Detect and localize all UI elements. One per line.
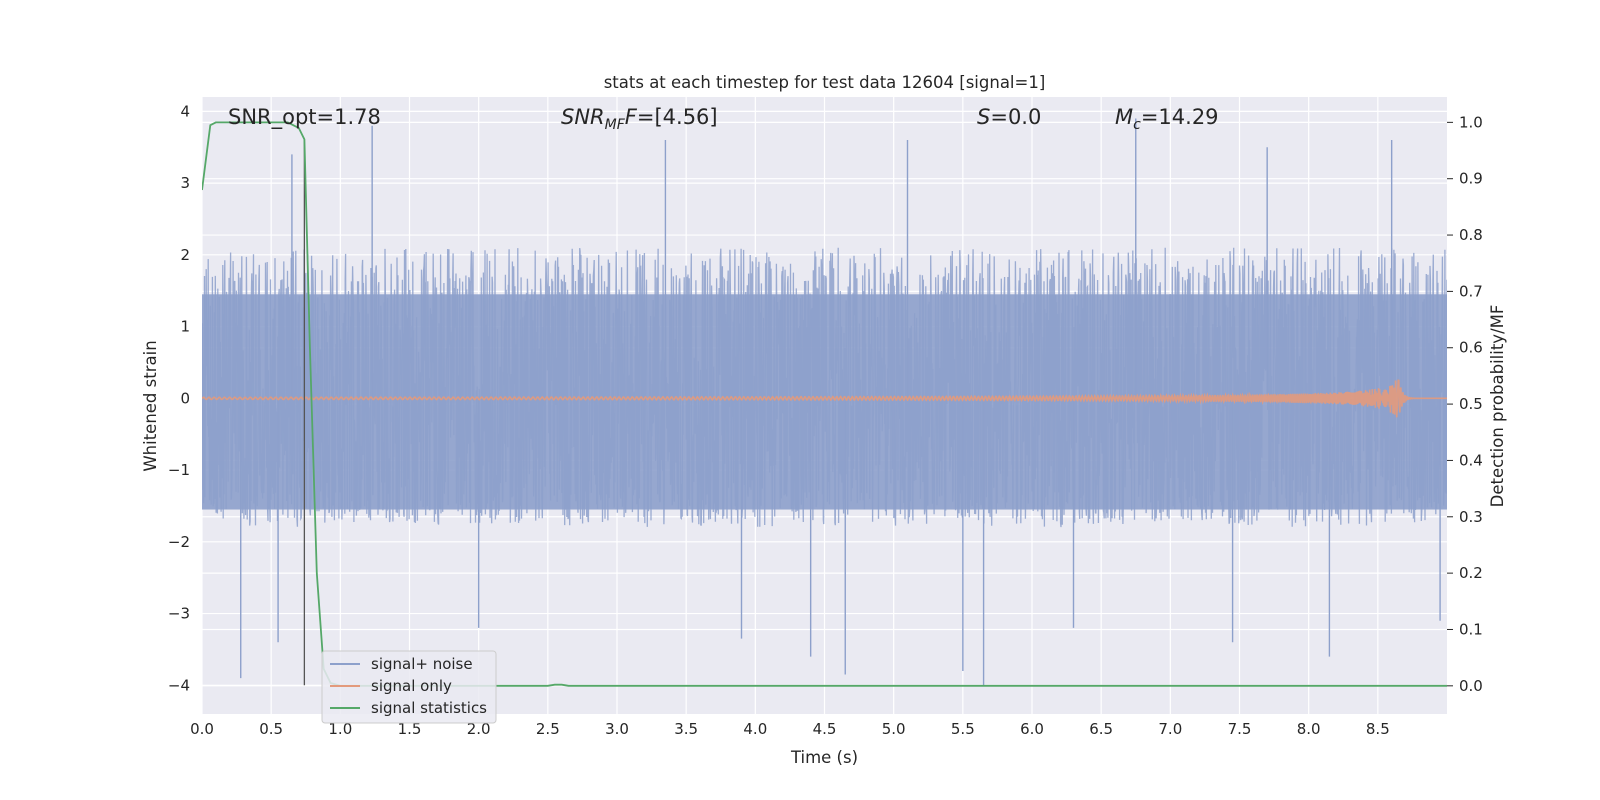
y-right-tick-label: 0.0 [1459,677,1483,695]
x-tick-label: 1.0 [328,720,352,738]
mc-annotation: Mc=14.29 [1115,105,1219,133]
legend-label-signal: signal only [371,677,452,695]
x-axis-label: Time (s) [790,748,858,767]
x-tick-label: 5.5 [951,720,975,738]
y-right-tick-label: 1.0 [1459,113,1483,131]
y-tick-label: 1 [180,318,190,336]
snr-mf-f: F [625,105,638,129]
series-signal-only-line [202,379,1447,418]
y-tick-labels: −4 −3 −2 −1 0 1 2 3 4 [168,102,190,694]
y-right-tick-label: 0.3 [1459,508,1483,526]
x-tick-labels: 0.0 0.5 1.0 1.5 2.0 2.5 3.0 3.5 4.0 4.5 5.0 5.5 6.0 6… [190,720,1390,738]
y-tick-label: 2 [180,246,190,264]
legend-label-stats: signal statistics [371,699,487,717]
mc-main: M [1115,105,1133,129]
snr-mf-sub: MF [605,117,626,133]
x-tick-label: 8.0 [1297,720,1321,738]
x-tick-label: 2.5 [536,720,560,738]
mc-value: =14.29 [1141,105,1219,129]
s-value: =0.0 [990,105,1041,129]
y-tick-label: 3 [180,174,190,192]
y-right-tick-label: 0.1 [1459,620,1483,638]
x-tick-label: 7.0 [1158,720,1182,738]
x-tick-label: 4.5 [813,720,837,738]
x-tick-label: 2.0 [467,720,491,738]
y-right-tick-label: 0.4 [1459,451,1483,469]
x-tick-label: 0.0 [190,720,214,738]
y-tick-label: −3 [168,605,190,623]
y-right-tick-label: 0.8 [1459,226,1483,244]
snr-mf-value: =[4.56] [637,105,718,129]
legend-box [321,650,497,724]
x-tick-label: 4.0 [743,720,767,738]
x-tick-label: 3.5 [674,720,698,738]
series-signal-statistics-line [202,121,1447,687]
s-main: S [977,105,990,129]
chart-title: stats at each timestep for test data 126… [604,73,1046,92]
mc-sub: c [1133,117,1141,133]
y-tick-label: 4 [180,102,190,120]
y-tick-label: −2 [168,533,190,551]
y-right-tick-label: 0.5 [1459,395,1483,413]
x-tick-label: 0.5 [259,720,283,738]
x-tick-label: 6.5 [1089,720,1113,738]
snr-opt-annotation: SNR_opt=1.78 [228,105,381,130]
x-tick-label: 6.0 [1020,720,1044,738]
y-right-axis-label: Detection probability/MF [1488,305,1507,508]
y-tick-label: 0 [180,389,190,407]
snr-mf-annotation: SNRMFF=[4.56] [561,105,718,133]
x-tick-label: 3.0 [605,720,629,738]
y-right-tick-label: 0.7 [1459,282,1483,300]
y-right-tick-label: 0.6 [1459,339,1483,357]
y-tick-label: −1 [168,461,190,479]
y-right-tick-label: 0.2 [1459,564,1483,582]
x-tick-label: 1.5 [398,720,422,738]
x-tick-label: 8.5 [1366,720,1390,738]
x-tick-label: 7.5 [1228,720,1252,738]
s-annotation: S=0.0 [977,105,1041,129]
legend: signal+ noise signal only signal statist… [321,650,497,724]
snr-mf-main: SNR [561,105,605,129]
y-tick-label: −4 [168,676,190,694]
y-right-tick-labels: 0.0 0.1 0.2 0.3 0.4 0.5 0.6 0.7 0.8 0.9 1.0 [1447,113,1483,695]
plot-area [202,118,1447,687]
legend-label-noise: signal+ noise [371,655,473,673]
y-axis-label: Whitened strain [141,340,160,471]
y-right-tick-label: 0.9 [1459,170,1483,188]
x-tick-label: 5.0 [882,720,906,738]
